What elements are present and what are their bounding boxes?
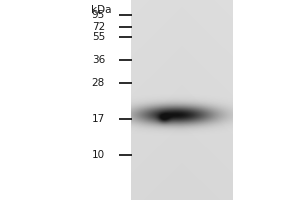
Text: 55: 55: [92, 32, 105, 42]
Text: 95: 95: [92, 10, 105, 20]
Bar: [130, 0, 232, 200]
Text: 36: 36: [92, 55, 105, 65]
Text: 17: 17: [92, 114, 105, 124]
Text: 10: 10: [92, 150, 105, 160]
Text: kDa: kDa: [91, 5, 111, 15]
Text: 28: 28: [92, 78, 105, 88]
Text: 72: 72: [92, 22, 105, 32]
